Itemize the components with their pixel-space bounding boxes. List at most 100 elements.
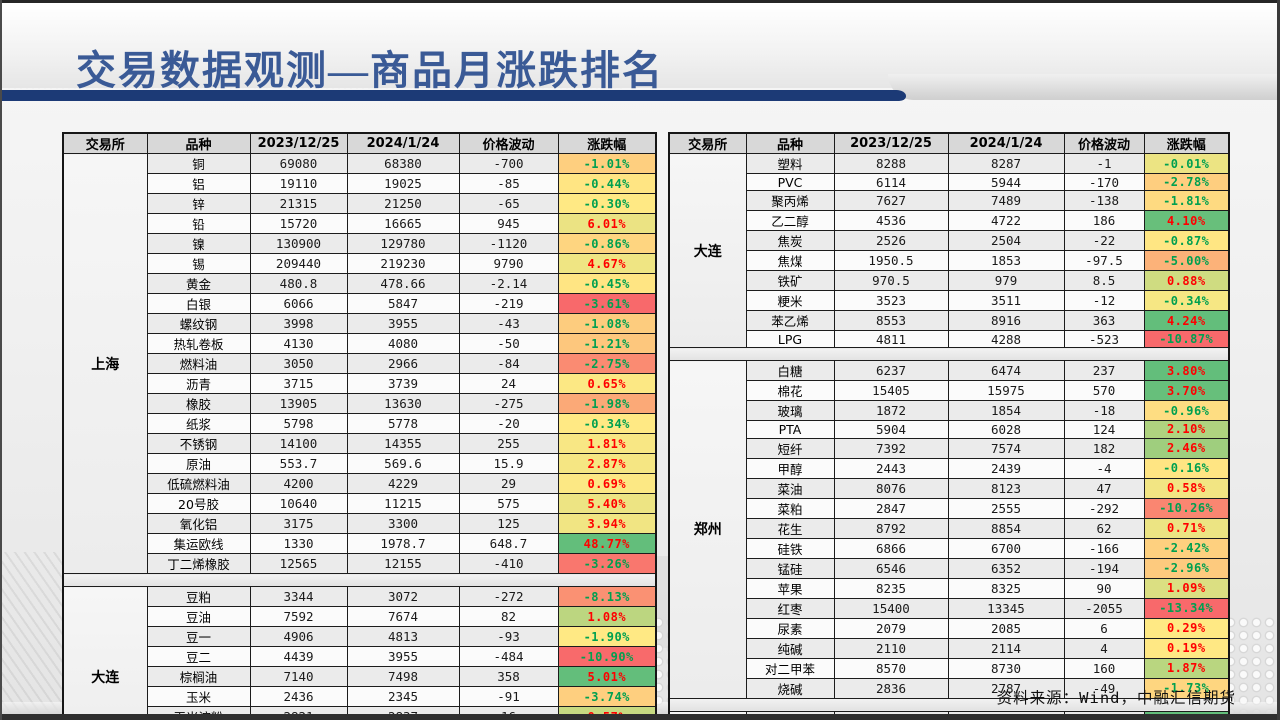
pct-cell: 1.87% [1143, 657, 1230, 679]
price-start-cell: 14100 [249, 433, 348, 454]
column-header: 2023/12/25 [833, 132, 949, 154]
pct-cell: -0.01% [1143, 153, 1230, 174]
table-row: 锌 21315 21250 -65 -0.30% [63, 193, 657, 214]
variety-cell: 白糖 [745, 360, 835, 382]
change-cell: -700 [458, 153, 559, 174]
pct-cell: 4.67% [557, 253, 657, 274]
price-start-cell: 8288 [833, 153, 949, 174]
price-end-cell: 3739 [346, 373, 460, 394]
pct-cell: -2.78% [1143, 172, 1230, 192]
pct-cell: 2.46% [1143, 437, 1230, 459]
pct-cell: 3.70% [1143, 380, 1230, 402]
price-end-cell: 14355 [346, 433, 460, 454]
pct-cell: 1.81% [557, 433, 657, 454]
price-end-cell: 68380 [346, 153, 460, 174]
price-start-cell: 15400 [833, 597, 949, 619]
pct-cell: 48.77% [557, 533, 657, 554]
exchange-cell: 郑州 [668, 360, 747, 699]
variety-cell: 塑料 [745, 153, 835, 174]
table-row: 集运欧线 1330 1978.7 648.7 48.77% [63, 533, 657, 554]
pct-cell: -0.86% [557, 233, 657, 254]
price-start-cell: 2436 [249, 686, 348, 707]
change-cell: -292 [1063, 497, 1145, 519]
variety-cell: 原油 [146, 453, 251, 474]
change-cell: -20 [458, 413, 559, 434]
pct-cell: 1.08% [557, 606, 657, 627]
change-cell: 47 [1063, 477, 1145, 499]
price-start-cell: 6866 [833, 537, 949, 559]
change-cell: 358 [458, 666, 559, 687]
change-cell: -85 [458, 173, 559, 194]
pct-cell: -3.61% [557, 293, 657, 314]
slide-top-edge [0, 0, 1280, 3]
price-end-cell: 3511 [947, 290, 1065, 312]
price-start-cell: 21315 [249, 193, 348, 214]
price-start-cell: 3050 [249, 353, 348, 374]
table-row: 氧化铝 3175 3300 125 3.94% [63, 513, 657, 534]
variety-cell: 豆粕 [146, 586, 251, 607]
pct-cell: 0.88% [1143, 270, 1230, 292]
change-cell: 570 [1063, 380, 1145, 402]
change-cell: 15.9 [458, 453, 559, 474]
change-cell: 363 [1063, 310, 1145, 332]
change-cell: -22 [1063, 230, 1145, 252]
pct-cell: 0.69% [557, 473, 657, 494]
data-source-note: 资料来源：Wind，中融汇信期货 [996, 689, 1236, 707]
pct-cell: -1.01% [557, 153, 657, 174]
price-start-cell: 19110 [249, 173, 348, 194]
pct-cell: -13.34% [1143, 597, 1230, 619]
price-end-cell: 5944 [947, 172, 1065, 192]
pct-cell: -10.87% [1143, 330, 1230, 349]
change-cell: -166 [1063, 537, 1145, 559]
variety-cell: 锌 [146, 193, 251, 214]
title-accent-bar [0, 90, 906, 101]
price-start-cell: 209440 [249, 253, 348, 274]
change-cell: 237 [1063, 360, 1145, 382]
variety-cell: 不锈钢 [146, 433, 251, 454]
table-row: 螺纹钢 3998 3955 -43 -1.08% [63, 313, 657, 334]
price-start-cell: 2836 [833, 677, 949, 699]
price-start-cell: 970.5 [833, 270, 949, 292]
price-start-cell: 3344 [249, 586, 348, 607]
table-row: 玉米 2436 2345 -91 -3.74% [63, 686, 657, 707]
title-band [0, 3, 1280, 88]
variety-cell: 纯碱 [745, 637, 835, 659]
table-row: 对二甲苯 8570 8730 160 1.87% [669, 657, 1230, 679]
price-start-cell: 5904 [833, 420, 949, 439]
price-end-cell: 11215 [346, 493, 460, 514]
table-row: 棕榈油 7140 7498 358 5.01% [63, 666, 657, 687]
pct-cell: -1.81% [1143, 190, 1230, 212]
price-start-cell: 8792 [833, 517, 949, 539]
table-row: 菜油 8076 8123 47 0.58% [669, 477, 1230, 499]
variety-cell: 棕榈油 [146, 666, 251, 687]
variety-cell: 集运欧线 [146, 533, 251, 554]
price-end-cell: 8287 [947, 153, 1065, 174]
price-end-cell: 7489 [947, 190, 1065, 212]
column-header: 2024/1/24 [947, 132, 1065, 154]
change-cell: -91 [458, 686, 559, 707]
price-end-cell: 4722 [947, 210, 1065, 232]
pct-cell: 4.24% [1143, 310, 1230, 332]
variety-cell: 菜油 [745, 477, 835, 499]
table-row: 黄金 480.8 478.66 -2.14 -0.45% [63, 273, 657, 294]
pct-cell: 4.10% [1143, 210, 1230, 232]
column-header: 品种 [745, 132, 835, 154]
variety-cell: 氧化铝 [146, 513, 251, 534]
price-end-cell: 8916 [947, 310, 1065, 332]
change-cell: 182 [1063, 437, 1145, 459]
price-start-cell: 4906 [249, 626, 348, 647]
price-end-cell: 1978.7 [346, 533, 460, 554]
table-row: 燃料油 3050 2966 -84 -2.75% [63, 353, 657, 374]
pct-cell: -0.30% [557, 193, 657, 214]
table-row: 锰硅 6546 6352 -194 -2.96% [669, 557, 1230, 579]
slide-bottom-edge [0, 714, 1280, 720]
price-end-cell: 7574 [947, 437, 1065, 459]
price-end-cell: 2966 [346, 353, 460, 374]
price-start-cell: 2110 [833, 637, 949, 659]
pct-cell: -0.34% [557, 413, 657, 434]
pct-cell: 1.09% [1143, 577, 1230, 599]
table-row: 乙二醇 4536 4722 186 4.10% [669, 210, 1230, 232]
price-end-cell: 4229 [346, 473, 460, 494]
change-cell: 29 [458, 473, 559, 494]
change-cell: -4 [1063, 457, 1145, 479]
